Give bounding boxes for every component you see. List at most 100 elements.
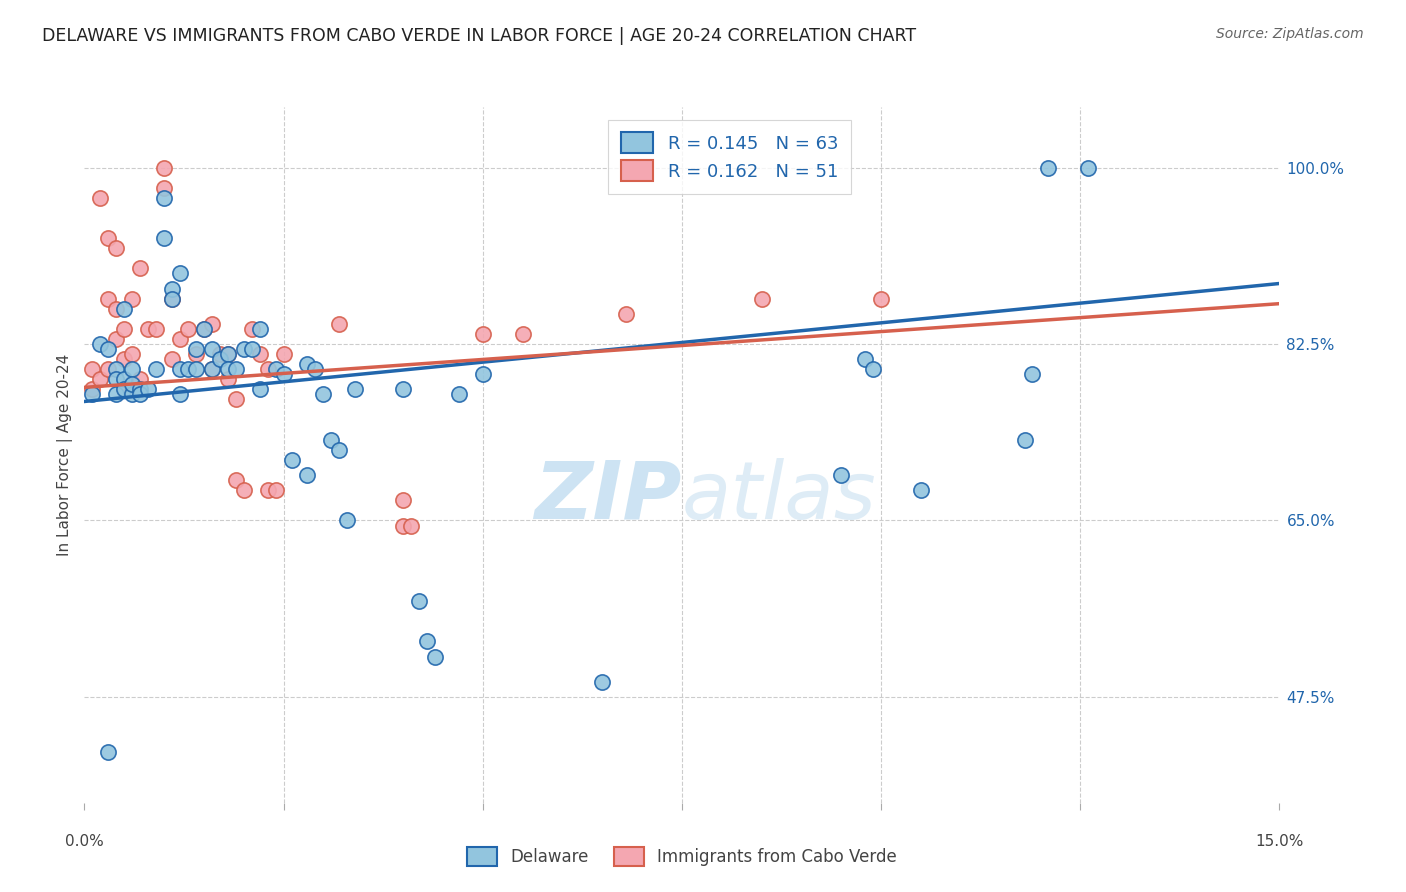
- Point: [217, 372, 239, 386]
- Point: [193, 322, 215, 336]
- Point: [217, 347, 239, 361]
- Point: [89, 372, 111, 386]
- Point: [1021, 368, 1043, 382]
- Point: [153, 231, 176, 245]
- Point: [82, 362, 104, 376]
- Point: [121, 362, 143, 376]
- Point: [169, 362, 191, 376]
- Point: [201, 362, 224, 376]
- Point: [853, 352, 876, 367]
- Point: [614, 307, 637, 321]
- Point: [201, 362, 224, 376]
- Point: [232, 342, 254, 356]
- Point: [121, 387, 143, 401]
- Point: [105, 362, 128, 376]
- Point: [153, 161, 176, 175]
- Point: [121, 292, 143, 306]
- Point: [240, 322, 263, 336]
- Point: [256, 362, 278, 376]
- Point: [392, 518, 415, 533]
- Point: [160, 352, 183, 367]
- Point: [169, 332, 191, 346]
- Point: [153, 191, 176, 205]
- Point: [169, 387, 191, 401]
- Point: [830, 468, 852, 483]
- Point: [1077, 161, 1099, 175]
- Point: [97, 362, 120, 376]
- Point: [280, 453, 302, 467]
- Y-axis label: In Labor Force | Age 20-24: In Labor Force | Age 20-24: [58, 354, 73, 556]
- Point: [136, 383, 159, 397]
- Point: [208, 347, 231, 361]
- Text: 15.0%: 15.0%: [1256, 834, 1303, 849]
- Point: [105, 241, 128, 255]
- Point: [392, 493, 415, 508]
- Point: [184, 362, 207, 376]
- Point: [273, 347, 295, 361]
- Point: [97, 292, 120, 306]
- Point: [112, 352, 135, 367]
- Point: [408, 594, 430, 608]
- Point: [82, 383, 104, 397]
- Point: [201, 317, 224, 331]
- Point: [112, 372, 135, 386]
- Text: 0.0%: 0.0%: [65, 834, 104, 849]
- Point: [321, 433, 343, 447]
- Point: [336, 513, 359, 527]
- Point: [870, 292, 893, 306]
- Point: [447, 387, 470, 401]
- Point: [328, 442, 350, 457]
- Point: [89, 191, 111, 205]
- Point: [129, 383, 152, 397]
- Point: [112, 322, 135, 336]
- Point: [112, 383, 135, 397]
- Point: [208, 352, 231, 367]
- Point: [471, 368, 494, 382]
- Point: [160, 292, 183, 306]
- Point: [121, 347, 143, 361]
- Point: [129, 372, 152, 386]
- Point: [392, 383, 415, 397]
- Point: [217, 362, 239, 376]
- Point: [264, 362, 287, 376]
- Point: [297, 357, 319, 371]
- Point: [249, 383, 271, 397]
- Point: [471, 326, 494, 341]
- Point: [153, 180, 176, 194]
- Point: [344, 383, 367, 397]
- Point: [97, 745, 120, 759]
- Text: ZIP: ZIP: [534, 458, 682, 536]
- Point: [160, 292, 183, 306]
- Point: [97, 342, 120, 356]
- Text: atlas: atlas: [682, 458, 877, 536]
- Point: [169, 267, 191, 281]
- Point: [145, 362, 167, 376]
- Point: [1014, 433, 1036, 447]
- Point: [97, 231, 120, 245]
- Point: [112, 301, 135, 316]
- Point: [105, 372, 128, 386]
- Point: [225, 362, 247, 376]
- Point: [423, 649, 446, 664]
- Point: [217, 347, 239, 361]
- Point: [225, 473, 247, 487]
- Point: [297, 468, 319, 483]
- Point: [184, 347, 207, 361]
- Point: [82, 387, 104, 401]
- Point: [256, 483, 278, 498]
- Point: [304, 362, 326, 376]
- Point: [225, 392, 247, 407]
- Point: [399, 518, 422, 533]
- Point: [232, 483, 254, 498]
- Point: [512, 326, 534, 341]
- Point: [273, 368, 295, 382]
- Point: [121, 377, 143, 392]
- Point: [416, 634, 439, 648]
- Point: [105, 332, 128, 346]
- Point: [145, 322, 167, 336]
- Point: [591, 674, 613, 689]
- Point: [129, 387, 152, 401]
- Point: [1038, 161, 1060, 175]
- Point: [751, 292, 773, 306]
- Point: [136, 322, 159, 336]
